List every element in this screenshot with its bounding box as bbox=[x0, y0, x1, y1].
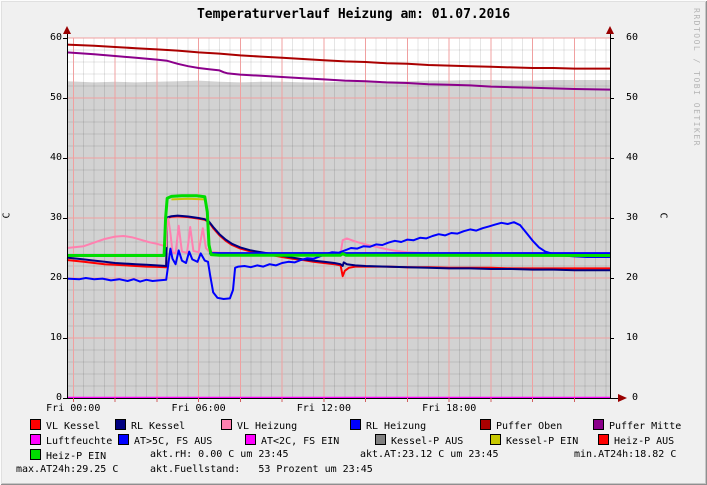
legend-label: Puffer Mitte bbox=[609, 421, 682, 432]
x-tick-label: Fri 18:00 bbox=[422, 403, 477, 414]
y-tick-left: 40 bbox=[49, 152, 62, 163]
legend-item: RL Kessel bbox=[115, 419, 185, 432]
legend: VL Kessel RL Kessel VL Heizung RL Heizung Pu… bbox=[0, 419, 707, 481]
legend-item: AT<2C, FS EIN bbox=[245, 434, 339, 447]
rrdtool-watermark: RRDTOOL / TOBI OETIKER bbox=[692, 8, 701, 147]
legend-label: akt.rH: 0.00 C um 23:45 bbox=[150, 449, 289, 460]
series-heiz-p-ein bbox=[67, 194, 611, 257]
legend-row: Heiz-P EIN akt.rH: 0.00 C um 23:45 akt.AT:… bbox=[0, 449, 707, 462]
legend-row: max.AT24h:29.25 C akt.Fuellstand: 53 Proz… bbox=[0, 464, 707, 477]
legend-stat: max.AT24h:29.25 C bbox=[16, 464, 118, 475]
legend-item: Heiz-P AUS bbox=[598, 434, 674, 447]
legend-swatch bbox=[115, 419, 126, 430]
y-tick-right: 60 bbox=[625, 32, 638, 43]
y-tick-left: 20 bbox=[49, 272, 62, 283]
legend-label: VL Heizung bbox=[237, 421, 298, 432]
legend-label: VL Kessel bbox=[46, 421, 101, 432]
legend-label: Kessel-P AUS bbox=[391, 436, 464, 447]
legend-label: Kessel-P EIN bbox=[506, 436, 579, 447]
legend-swatch bbox=[245, 434, 256, 445]
legend-item: Puffer Mitte bbox=[593, 419, 681, 432]
legend-label: RL Heizung bbox=[366, 421, 427, 432]
legend-swatch bbox=[598, 434, 609, 445]
legend-label: AT>5C, FS AUS bbox=[134, 436, 213, 447]
legend-swatch bbox=[350, 419, 361, 430]
series-puffer-oben bbox=[66, 43, 610, 70]
legend-label: akt.Fuellstand: 53 Prozent um 23:45 bbox=[150, 464, 373, 475]
grid bbox=[67, 37, 610, 399]
y-tick-right: 10 bbox=[625, 332, 638, 343]
y-tick-left: 60 bbox=[49, 32, 62, 43]
legend-item: VL Heizung bbox=[221, 419, 297, 432]
legend-item: Luftfeuchte bbox=[30, 434, 112, 447]
legend-stat: min.AT24h:18.82 C bbox=[574, 449, 676, 460]
legend-swatch bbox=[490, 434, 501, 445]
y-tick-left: 50 bbox=[49, 92, 62, 103]
series-vl-heizung bbox=[66, 217, 610, 255]
legend-swatch bbox=[375, 434, 386, 445]
legend-label: Luftfeuchte bbox=[46, 436, 113, 447]
legend-row: VL Kessel RL Kessel VL Heizung RL Heizung Pu… bbox=[0, 419, 707, 432]
legend-label: AT<2C, FS EIN bbox=[261, 436, 340, 447]
legend-label: Heiz-P AUS bbox=[614, 436, 675, 447]
y-tick-right: 30 bbox=[625, 212, 638, 223]
x-axis-arrow bbox=[618, 394, 627, 402]
legend-stat: akt.rH: 0.00 C um 23:45 bbox=[150, 449, 288, 460]
legend-swatch bbox=[118, 434, 129, 445]
axes bbox=[63, 34, 618, 402]
y-tick-right: 20 bbox=[625, 272, 638, 283]
legend-label: Heiz-P EIN bbox=[46, 451, 107, 462]
legend-label: max.AT24h:29.25 C bbox=[16, 464, 119, 475]
legend-item: Kessel-P AUS bbox=[375, 434, 463, 447]
legend-swatch bbox=[480, 419, 491, 430]
legend-label: akt.AT:23.12 C um 23:45 bbox=[360, 449, 499, 460]
legend-swatch bbox=[593, 419, 604, 430]
legend-row: Luftfeuchte AT>5C, FS AUS AT<2C, FS EIN Kes… bbox=[0, 434, 707, 447]
legend-item: RL Heizung bbox=[350, 419, 426, 432]
legend-item: VL Kessel bbox=[30, 419, 100, 432]
legend-label: RL Kessel bbox=[131, 421, 186, 432]
legend-stat: akt.AT:23.12 C um 23:45 bbox=[360, 449, 498, 460]
y-tick-right: 40 bbox=[625, 152, 638, 163]
series-kessel-p-ein bbox=[171, 197, 205, 201]
series-fuellstand-area bbox=[67, 80, 610, 398]
y-tick-left: 0 bbox=[55, 392, 62, 403]
legend-item: Kessel-P EIN bbox=[490, 434, 578, 447]
y-tick-left: 10 bbox=[49, 332, 62, 343]
legend-swatch bbox=[221, 419, 232, 430]
legend-item: Puffer Oben bbox=[480, 419, 562, 432]
legend-item: Heiz-P EIN bbox=[30, 449, 106, 462]
page-title: Temperaturverlauf Heizung am: 01.07.2016 bbox=[196, 7, 511, 22]
legend-label: Puffer Oben bbox=[496, 421, 563, 432]
y-axis-arrow-right bbox=[606, 26, 614, 34]
series-puffer-mitte bbox=[66, 51, 611, 91]
legend-label: min.AT24h:18.82 C bbox=[574, 449, 677, 460]
legend-item: AT>5C, FS AUS bbox=[118, 434, 212, 447]
x-tick-label: Fri 12:00 bbox=[296, 403, 351, 414]
legend-stat: akt.Fuellstand: 53 Prozent um 23:45 bbox=[150, 464, 373, 475]
y-axis-arrow-left bbox=[63, 26, 71, 34]
series-rl-heizung bbox=[66, 221, 610, 300]
legend-swatch bbox=[30, 419, 41, 430]
legend-swatch bbox=[30, 434, 41, 445]
y-tick-left: 30 bbox=[49, 212, 62, 223]
y-tick-right: 0 bbox=[631, 392, 638, 403]
x-tick-label: Fri 06:00 bbox=[171, 403, 226, 414]
legend-swatch bbox=[30, 449, 41, 460]
x-tick-label: Fri 00:00 bbox=[46, 403, 101, 414]
y-tick-right: 50 bbox=[625, 92, 638, 103]
